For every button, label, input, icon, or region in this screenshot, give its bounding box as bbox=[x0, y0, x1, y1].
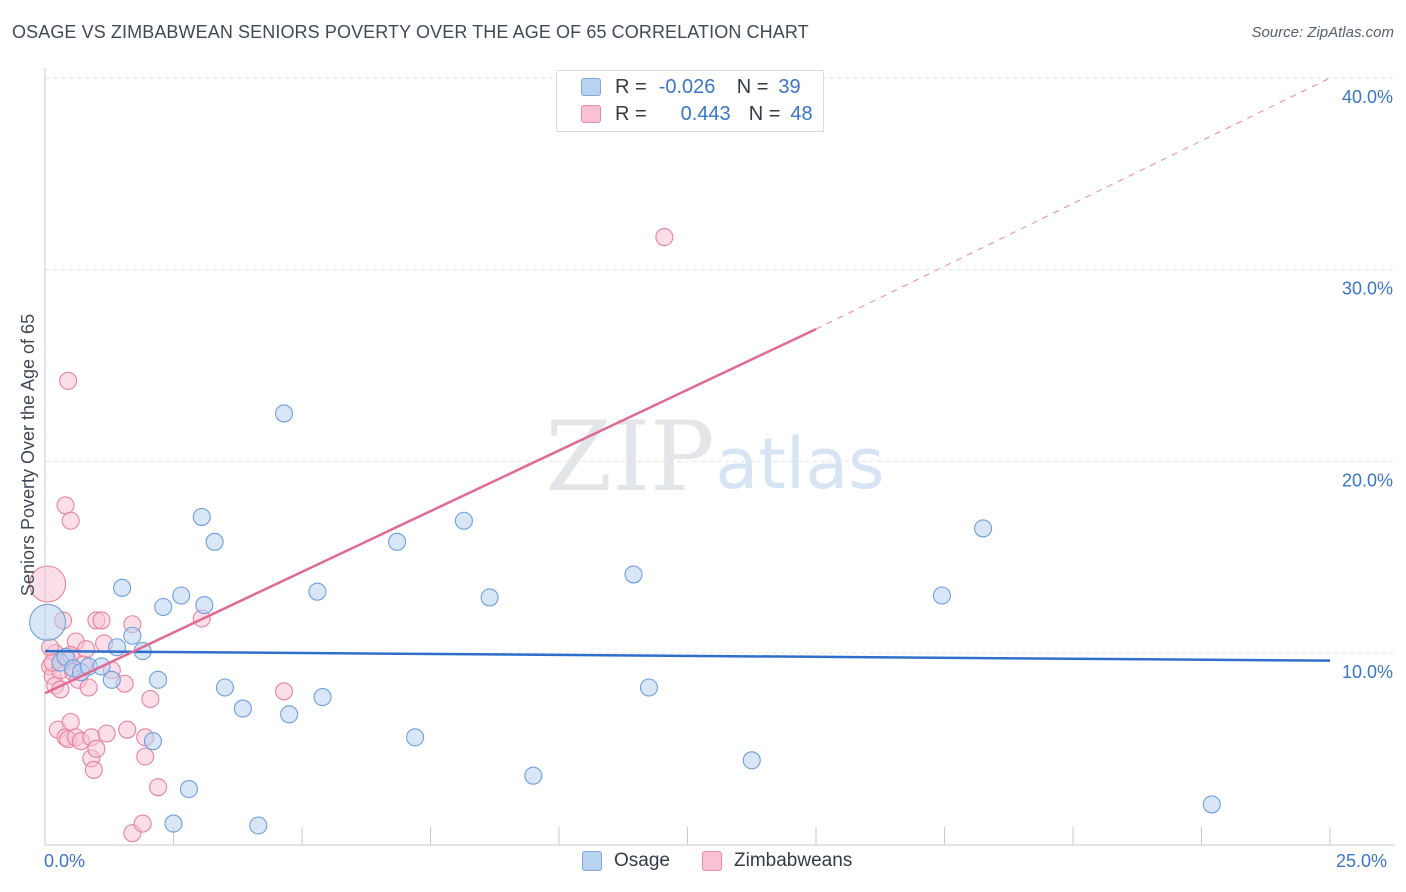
zimbabweans-swatch-icon bbox=[702, 851, 722, 871]
osage-point bbox=[215, 678, 234, 697]
zimbabweans-point bbox=[97, 724, 116, 743]
watermark: ZIP atlas bbox=[545, 401, 884, 513]
zimbabweans-point bbox=[87, 739, 106, 758]
legend-item-osage[interactable]: Osage bbox=[582, 850, 670, 872]
osage-point bbox=[480, 588, 499, 607]
osage-point bbox=[233, 699, 252, 718]
zimbabweans-point bbox=[92, 611, 111, 630]
trend-lines bbox=[44, 77, 1331, 695]
r-label: R = bbox=[615, 75, 647, 98]
osage-swatch-icon bbox=[582, 851, 602, 871]
zimbabweans-point bbox=[41, 638, 60, 657]
osage-point bbox=[29, 603, 67, 641]
source-label: Source: ZipAtlas.com bbox=[1251, 24, 1394, 41]
zimbabweans-point bbox=[133, 814, 152, 833]
legend-row-zimbabweans: R = 0.443 N = 48 bbox=[581, 102, 813, 126]
r-value-osage: -0.026 bbox=[658, 75, 716, 98]
osage-point bbox=[107, 638, 127, 657]
osage-point bbox=[524, 766, 543, 785]
y-tick-label: 20.0% bbox=[1342, 470, 1393, 490]
osage-point bbox=[102, 670, 121, 689]
zimbabweans-point bbox=[149, 778, 168, 797]
zimbabweans-point bbox=[29, 565, 67, 603]
osage-point bbox=[313, 688, 332, 707]
zimbabweans-point bbox=[274, 682, 294, 701]
x-tick-min: 0.0% bbox=[44, 851, 86, 871]
osage-point bbox=[195, 596, 214, 615]
y-tick-label: 30.0% bbox=[1342, 279, 1393, 299]
osage-point bbox=[113, 578, 132, 597]
n-value-zimbabweans: 48 bbox=[790, 102, 813, 125]
legend-stats: R = -0.026 N = 39 R = 0.443 N = 48 bbox=[556, 70, 824, 132]
osage-point bbox=[973, 519, 993, 538]
zimbabweans-trend-line bbox=[44, 327, 817, 695]
y-tick-labels: 10.0% 20.0% 30.0% 40.0% bbox=[1342, 87, 1393, 682]
y-tick-label: 10.0% bbox=[1342, 662, 1393, 682]
osage-point bbox=[164, 814, 183, 833]
osage-point bbox=[249, 816, 268, 835]
osage-point bbox=[274, 404, 294, 423]
r-label: R = bbox=[615, 102, 647, 125]
n-label: N = bbox=[748, 102, 781, 125]
zimbabweans-point bbox=[136, 747, 155, 766]
osage-point bbox=[454, 511, 473, 530]
osage-point bbox=[280, 705, 299, 724]
n-value-osage: 39 bbox=[778, 75, 801, 98]
osage-point bbox=[308, 582, 327, 601]
watermark-zip: ZIP bbox=[545, 401, 714, 513]
n-label: N = bbox=[736, 75, 769, 98]
zimbabweans-point bbox=[61, 511, 80, 530]
osage-point bbox=[406, 728, 425, 747]
legend-row-osage: R = -0.026 N = 39 bbox=[581, 75, 801, 99]
osage-point bbox=[205, 532, 224, 551]
osage-point bbox=[143, 732, 162, 751]
y-tick-label: 40.0% bbox=[1342, 87, 1393, 107]
osage-point bbox=[172, 586, 191, 605]
legend-series: Osage Zimbabweans bbox=[0, 850, 1406, 878]
osage-point bbox=[154, 597, 173, 617]
zimbabweans-point bbox=[655, 228, 674, 247]
zimbabweans-point bbox=[59, 371, 78, 390]
grid-lines bbox=[45, 77, 1395, 654]
zimbabweans-point bbox=[61, 712, 80, 732]
r-value-zimbabweans: 0.443 bbox=[680, 102, 731, 125]
legend-label-osage: Osage bbox=[614, 850, 670, 871]
axes bbox=[44, 68, 1395, 846]
osage-trend-line bbox=[44, 649, 1331, 662]
y-axis-label: Seniors Poverty Over the Age of 65 bbox=[18, 314, 38, 596]
osage-point bbox=[932, 586, 951, 605]
osage-point bbox=[149, 670, 168, 689]
legend-item-zimbabweans[interactable]: Zimbabweans bbox=[702, 850, 852, 872]
zimbabweans-point bbox=[118, 720, 137, 739]
legend-label-zimbabweans: Zimbabweans bbox=[734, 850, 853, 871]
osage-point bbox=[1202, 795, 1221, 814]
series-osage bbox=[29, 404, 1221, 835]
zimbabweans-point bbox=[56, 496, 75, 515]
zimbabweans-point bbox=[77, 640, 96, 659]
zimbabweans-swatch-icon bbox=[581, 105, 601, 123]
osage-point bbox=[624, 565, 643, 584]
x-tick-max: 25.0% bbox=[1336, 851, 1388, 871]
zimbabweans-trend-extension bbox=[815, 77, 1331, 330]
osage-point bbox=[179, 780, 198, 799]
zimbabweans-point bbox=[84, 760, 103, 779]
zimbabweans-point bbox=[79, 678, 98, 697]
osage-point bbox=[742, 751, 761, 770]
series-zimbabweans bbox=[29, 228, 674, 843]
zimbabweans-point bbox=[141, 689, 160, 709]
watermark-atlas: atlas bbox=[715, 423, 884, 505]
osage-point bbox=[192, 507, 211, 526]
chart-title: OSAGE VS ZIMBABWEAN SENIORS POVERTY OVER… bbox=[12, 22, 809, 42]
osage-point bbox=[123, 626, 142, 645]
osage-point bbox=[388, 532, 407, 551]
osage-point bbox=[639, 678, 659, 697]
osage-swatch-icon bbox=[581, 78, 601, 96]
